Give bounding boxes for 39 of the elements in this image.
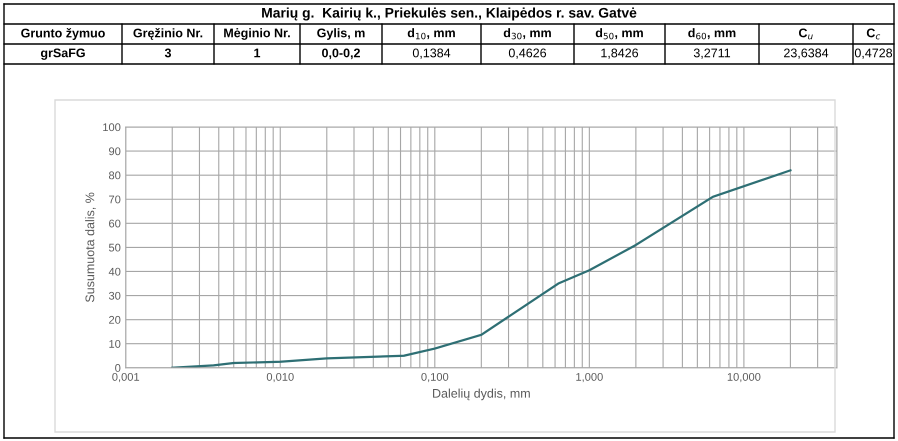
y-tick-label: 100 [103,123,120,132]
text: Gylis, m [317,28,365,40]
x-tick-label: 10,000 [728,372,760,382]
text: 23,6384 [784,48,828,59]
text: grSaFG [40,48,85,60]
text: d$_{30}$, mm [504,28,551,40]
text: Mėginio Nr. [224,28,290,40]
x-tick-label: 0,010 [266,372,294,382]
chart-title: Marių g. Kairių k., Priekulės sen., Klaipėdos r. sav. Gatvė [262,7,636,21]
text: 0,4728 [854,48,892,59]
text: Grunto žymuo [21,28,105,40]
x-tick-label: 0,100 [421,372,448,382]
text: d$_{10}$, mm [408,28,455,40]
text: C$_{u}$ [798,28,813,40]
text: 1 [254,48,260,58]
y-tick-label: 60 [109,220,120,228]
text: d$_{50}$, mm [596,28,643,40]
y-tick-label: 40 [108,268,120,276]
text: 0,1384 [412,48,450,59]
text: 0,4626 [508,48,546,59]
x-axis-title: Dalelių dydis, mm [433,388,530,400]
y-tick-label: 30 [108,292,120,300]
text: Gręžinio Nr. [133,28,202,40]
y-tick-label: 20 [109,316,120,324]
text: d$_{60}$, mm [688,28,736,40]
y-tick-label: 10 [109,340,120,348]
y-tick-label: 0 [115,364,120,372]
y-tick-label: 90 [109,147,120,156]
y-tick-label: 50 [108,244,120,252]
text: C$_{c}$ [866,28,880,40]
text: 1,8426 [601,48,638,59]
text: 3 [164,48,172,58]
text: 0,0-0,2 [322,48,360,60]
text: 3,2711 [694,48,730,59]
y-tick-label: 70 [109,196,120,204]
y-axis-title: Susumuota dalis, % [85,192,96,302]
x-tick-label: 1,000 [576,372,603,382]
x-tick-label: 0,001 [112,372,140,382]
y-tick-label: 80 [108,171,120,180]
